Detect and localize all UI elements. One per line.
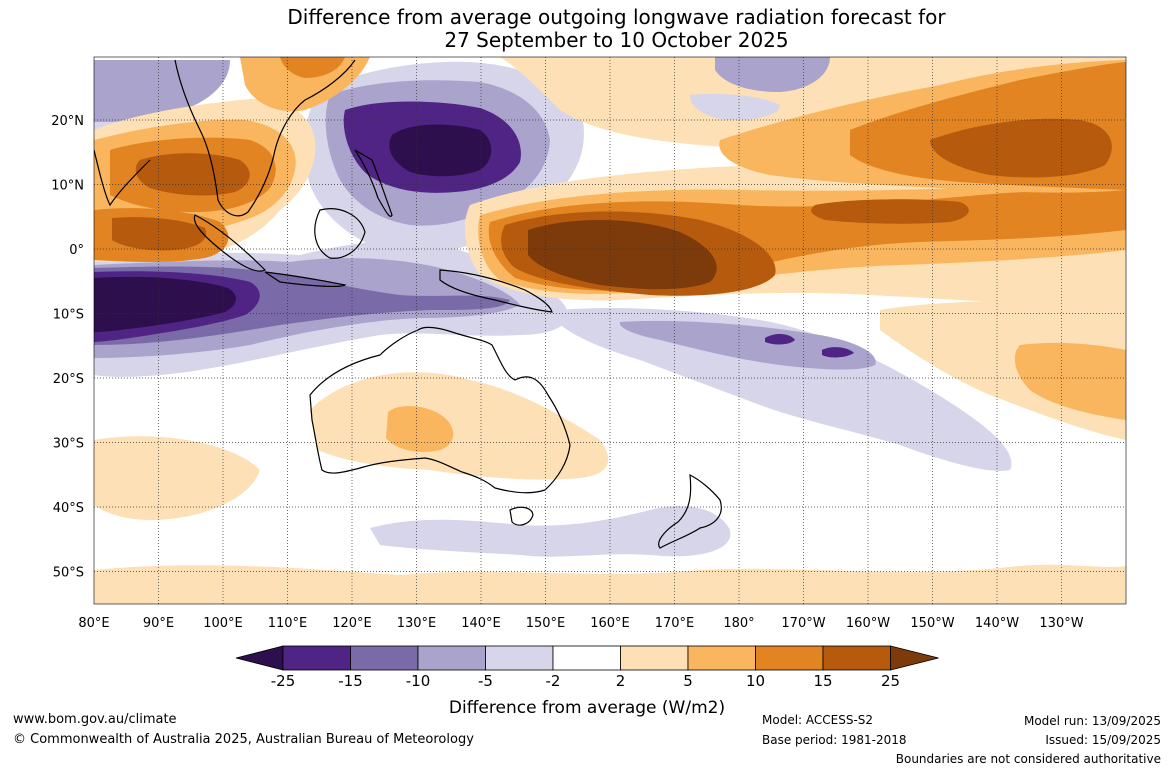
- latitude-label: 30°S: [53, 437, 84, 452]
- latitude-label: 40°S: [53, 501, 84, 516]
- longitude-label: 120°E: [332, 616, 372, 631]
- longitude-label: 160°E: [590, 616, 630, 631]
- colorbar-tick-label: 10: [746, 672, 765, 690]
- base-period-text: Base period: 1981-2018: [762, 733, 907, 747]
- longitude-label: 180°: [723, 616, 754, 631]
- model-text: Model: ACCESS-S2: [762, 713, 873, 727]
- longitude-label: 130°E: [397, 616, 437, 631]
- latitude-label: 10°N: [51, 179, 84, 194]
- colorbar-tick-label: 5: [683, 672, 693, 690]
- colorbar-label: Difference from average (W/m2): [449, 698, 725, 718]
- colorbar-tick-label: -25: [271, 672, 296, 690]
- latitude-label: 20°N: [51, 114, 84, 129]
- longitude-label: 140°W: [975, 616, 1019, 631]
- colorbar-tick-label: -5: [478, 672, 493, 690]
- issued-text: Issued: 15/09/2025: [1045, 733, 1161, 747]
- colorbar-swatch: [351, 646, 419, 670]
- colorbar-extend-low: [236, 646, 283, 670]
- colorbar-tick-label: -10: [406, 672, 431, 690]
- longitude-label: 150°W: [910, 616, 954, 631]
- latitude-label: 10°S: [53, 308, 84, 323]
- colorbar-tick-label: 15: [813, 672, 832, 690]
- colorbar-swatch: [418, 646, 486, 670]
- longitude-label: 150°E: [526, 616, 566, 631]
- colorbar-ticks: -25 -15 -10 -5 -2 2 5 10 15 25: [271, 672, 900, 690]
- longitude-labels: 80°E 90°E 100°E 110°E 120°E 130°E 140°E 150°E 16…: [78, 616, 1083, 631]
- colorbar-extend-high: [891, 646, 939, 670]
- longitude-label: 130°W: [1039, 616, 1083, 631]
- colorbar-swatch: [621, 646, 689, 670]
- longitude-label: 160°W: [846, 616, 890, 631]
- longitude-label: 170°W: [781, 616, 825, 631]
- colorbar: [236, 646, 939, 670]
- longitude-label: 100°E: [203, 616, 243, 631]
- latitude-label: 50°S: [53, 566, 84, 581]
- colorbar-tick-label: 2: [616, 672, 626, 690]
- colorbar-swatch: [283, 646, 351, 670]
- disclaimer-text: Boundaries are not considered authoritat…: [896, 752, 1161, 766]
- model-run-text: Model run: 13/09/2025: [1024, 714, 1161, 728]
- colorbar-swatch: [823, 646, 891, 670]
- colorbar-tick-label: 25: [881, 672, 900, 690]
- latitude-label: 0°: [69, 243, 84, 258]
- longitude-label: 80°E: [78, 616, 109, 631]
- longitude-label: 110°E: [268, 616, 308, 631]
- map-figure: 80°E 90°E 100°E 110°E 120°E 130°E 140°E 150°E 16…: [0, 0, 1173, 770]
- anomaly-region-eqpac-band: [811, 199, 969, 223]
- copyright-text: © Commonwealth of Australia 2025, Austra…: [13, 732, 474, 747]
- longitude-label: 170°E: [655, 616, 695, 631]
- latitude-labels: 20°N 10°N 0° 10°S 20°S 30°S 40°S 50°S: [51, 114, 84, 581]
- anomaly-region-wnp-core: [389, 125, 491, 177]
- website-link[interactable]: www.bom.gov.au/climate: [13, 712, 177, 727]
- colorbar-swatch: [688, 646, 756, 670]
- colorbar-swatch: [756, 646, 824, 670]
- latitude-label: 20°S: [53, 372, 84, 387]
- longitude-label: 140°E: [461, 616, 501, 631]
- longitude-label: 90°E: [143, 616, 174, 631]
- colorbar-tick-label: -15: [338, 672, 363, 690]
- colorbar-tick-label: -2: [546, 672, 561, 690]
- colorbar-swatch: [553, 646, 621, 670]
- colorbar-swatch: [486, 646, 554, 670]
